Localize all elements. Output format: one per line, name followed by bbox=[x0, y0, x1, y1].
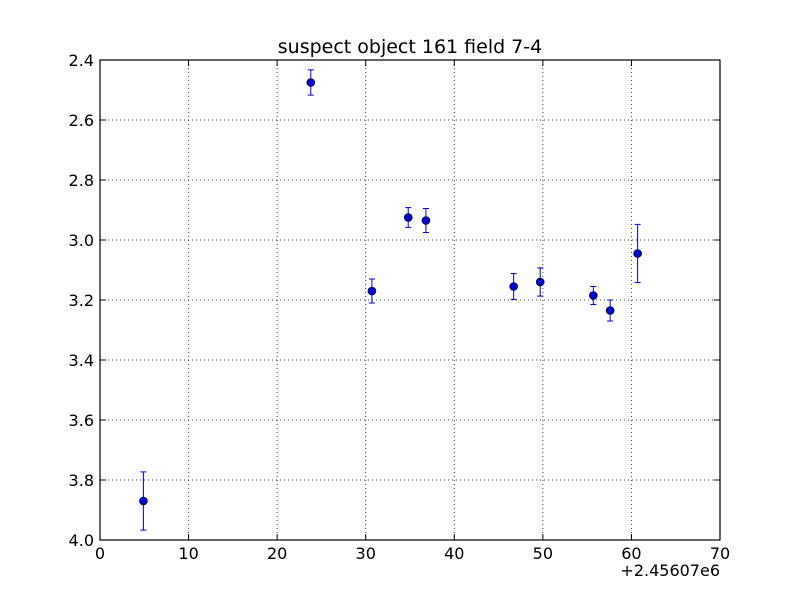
y-tick-label: 3.2 bbox=[69, 291, 94, 310]
x-offset-label: +2.45607e6 bbox=[620, 561, 720, 580]
data-point bbox=[306, 78, 316, 87]
plot-area bbox=[99, 59, 721, 541]
x-tick-label: 70 bbox=[710, 544, 730, 563]
y-tick-label: 2.8 bbox=[69, 171, 94, 190]
x-tick-labels: 0 10 20 30 40 50 60 70 bbox=[95, 544, 730, 563]
grid bbox=[100, 60, 720, 540]
y-tick-labels: 2.4 2.6 2.8 3.0 3.2 3.4 3.6 3.8 4.0 bbox=[69, 51, 94, 550]
axes-frame bbox=[99, 59, 721, 541]
x-tick-label: 50 bbox=[533, 544, 553, 563]
x-tick-label: 20 bbox=[267, 544, 287, 563]
data-point bbox=[367, 286, 377, 296]
data-point bbox=[633, 249, 642, 258]
data-point bbox=[605, 306, 615, 315]
x-tick-label: 0 bbox=[95, 544, 105, 563]
x-tick-label: 30 bbox=[356, 544, 376, 563]
x-tick-label: 10 bbox=[178, 544, 198, 563]
y-tick-label: 3.6 bbox=[69, 411, 94, 430]
data-point bbox=[509, 282, 518, 291]
y-tick-label: 4.0 bbox=[69, 531, 94, 550]
data-point bbox=[139, 496, 148, 506]
data-point bbox=[421, 216, 431, 225]
data-point bbox=[535, 277, 545, 287]
x-tick-label: 40 bbox=[444, 544, 464, 563]
y-tick-label: 3.4 bbox=[69, 351, 94, 370]
y-tick-label: 2.6 bbox=[69, 111, 94, 130]
data-point bbox=[403, 213, 413, 222]
chart-title: suspect object 161 field 7-4 bbox=[278, 36, 543, 58]
y-tick-label: 3.0 bbox=[69, 231, 94, 250]
y-tick-label: 2.4 bbox=[69, 51, 94, 70]
data-point bbox=[589, 291, 598, 300]
error-bars bbox=[140, 69, 641, 531]
x-tick-label: 60 bbox=[621, 544, 641, 563]
y-tick-label: 3.8 bbox=[69, 471, 94, 490]
data-points bbox=[139, 78, 642, 506]
